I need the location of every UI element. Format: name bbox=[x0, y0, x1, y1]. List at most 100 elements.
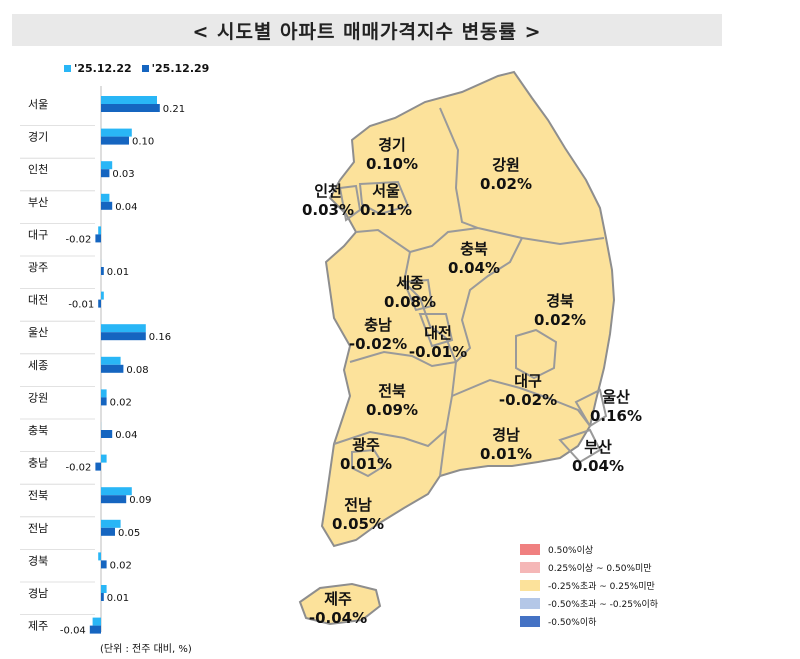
map-region-name: 강원 bbox=[492, 156, 520, 174]
bar-prev bbox=[92, 617, 101, 626]
chart-legend: '25.12.22 '25.12.29 bbox=[64, 62, 209, 75]
border-gyeonggi-south bbox=[355, 227, 479, 254]
map-region-value: 0.04% bbox=[572, 457, 624, 475]
map-legend-label: -0.25%초과 ~ 0.25%미만 bbox=[548, 581, 655, 592]
value-label: 0.09 bbox=[129, 495, 151, 506]
map-region-value: 0.04% bbox=[448, 259, 500, 277]
border-ulsan bbox=[574, 388, 608, 428]
category-label: 전북 bbox=[28, 489, 48, 502]
border-jeonbuk-east bbox=[439, 361, 457, 477]
border-gyeongbuk-gyeongnam bbox=[451, 378, 591, 427]
border-jeonbuk-jeonnam bbox=[333, 429, 447, 448]
map-legend-label: 0.50%이상 bbox=[548, 545, 594, 556]
category-label: 강원 bbox=[28, 391, 48, 404]
bar-curr bbox=[101, 593, 104, 601]
bar-prev bbox=[101, 291, 104, 300]
korea-map: 경기0.10% 강원0.02%인천0.03%서울0.21%충북0.04%세종0.0… bbox=[298, 70, 642, 627]
map-jeju bbox=[298, 582, 382, 626]
bar-curr bbox=[101, 527, 115, 536]
map-region-name: 울산 bbox=[602, 388, 630, 406]
border-gyeonggi-gangwon bbox=[439, 107, 479, 229]
value-label: 0.05 bbox=[118, 528, 140, 539]
map-region-value: 0.05% bbox=[332, 515, 384, 533]
map-region-name: 경기 bbox=[378, 136, 406, 154]
legend-label-prev: '25.12.22 bbox=[74, 62, 132, 75]
bar-prev bbox=[101, 487, 132, 496]
value-label: 0.04 bbox=[115, 430, 137, 441]
border-incheon bbox=[338, 184, 362, 222]
legend-swatch-prev bbox=[64, 65, 71, 72]
map-region-value: -0.02% bbox=[349, 335, 407, 353]
category-label: 광주 bbox=[28, 261, 48, 274]
map-region-name: 대전 bbox=[424, 324, 452, 342]
value-label: 0.21 bbox=[163, 104, 185, 115]
bar-curr bbox=[95, 462, 101, 471]
map-region-name: 대구 bbox=[514, 372, 542, 390]
category-label: 경기 bbox=[28, 131, 48, 144]
map-labels: 경기0.10% 강원0.02%인천0.03%서울0.21%충북0.04%세종0.0… bbox=[302, 136, 642, 627]
bar-curr bbox=[101, 332, 146, 341]
map-region-name: 제주 bbox=[324, 590, 352, 608]
map-region-name: 경북 bbox=[546, 292, 574, 310]
map-region-value: 0.08% bbox=[384, 293, 436, 311]
bar-curr bbox=[101, 560, 107, 569]
bar-curr bbox=[101, 430, 113, 438]
legend-item-curr: '25.12.29 bbox=[141, 62, 210, 75]
value-label: 0.02 bbox=[110, 560, 132, 571]
value-label: 0.10 bbox=[132, 137, 154, 148]
title-bar: < 시도별 아파트 매매가격지수 변동률 > bbox=[12, 14, 722, 46]
category-label: 전남 bbox=[28, 522, 48, 535]
bar-curr bbox=[89, 625, 101, 634]
border-chungbuk-gyeongbuk bbox=[455, 237, 523, 363]
value-label: -0.02 bbox=[66, 463, 92, 474]
border-daejeon bbox=[418, 313, 454, 348]
bar-curr bbox=[98, 299, 101, 308]
value-label: 0.04 bbox=[115, 202, 137, 213]
category-label: 충북 bbox=[28, 424, 48, 437]
bar-prev bbox=[101, 585, 107, 593]
bar-curr bbox=[101, 169, 110, 178]
category-label: 부산 bbox=[28, 196, 48, 209]
bar-prev bbox=[98, 552, 101, 561]
border-chungnam-jeonbuk bbox=[349, 350, 457, 368]
value-label: 0.01 bbox=[107, 593, 129, 604]
map-region-value: 0.01% bbox=[340, 455, 392, 473]
chart-title: < 시도별 아파트 매매가격지수 변동률 > bbox=[192, 20, 542, 43]
legend-swatch-curr bbox=[141, 65, 149, 72]
value-label: -0.01 bbox=[68, 300, 94, 311]
map-region-value: 0.09% bbox=[366, 401, 418, 419]
map-legend-swatch bbox=[520, 615, 540, 627]
map-legend-row: -0.50%초과 ~ -0.25%이하 bbox=[520, 594, 658, 612]
value-label: 0.08 bbox=[126, 365, 148, 376]
category-label: 울산 bbox=[28, 326, 48, 339]
bar-prev bbox=[101, 324, 146, 333]
bar-prev bbox=[98, 226, 101, 235]
category-label: 대구 bbox=[28, 228, 48, 241]
map-region-name: 광주 bbox=[352, 436, 380, 454]
bar-prev bbox=[101, 389, 107, 398]
border-gangwon-south bbox=[477, 227, 605, 246]
map-mainland bbox=[320, 70, 616, 548]
map-region-value: 0.21% bbox=[360, 201, 412, 219]
bar-prev bbox=[101, 519, 121, 528]
map-legend-row: 0.25%이상 ~ 0.50%미만 bbox=[520, 558, 658, 576]
category-label: 경남 bbox=[28, 587, 48, 600]
map-region-value: 0.01% bbox=[480, 445, 532, 463]
map-region-name: 인천 bbox=[314, 182, 342, 200]
map-legend-swatch bbox=[520, 597, 540, 609]
value-label: 0.01 bbox=[107, 267, 129, 278]
category-label: 경북 bbox=[28, 554, 48, 567]
legend-label-curr: '25.12.29 bbox=[151, 62, 210, 75]
value-label: -0.02 bbox=[66, 234, 92, 245]
map-region-name: 부산 bbox=[584, 438, 612, 456]
map-region-name: 전북 bbox=[378, 382, 406, 400]
map-legend-label: 0.25%이상 ~ 0.50%미만 bbox=[548, 563, 652, 574]
category-label: 충남 bbox=[28, 457, 48, 470]
map-legend-row: 0.50%이상 bbox=[520, 540, 658, 558]
bar-prev bbox=[101, 193, 110, 202]
bar-curr bbox=[95, 234, 101, 243]
bar-curr bbox=[101, 364, 124, 373]
map-legend-row: -0.25%초과 ~ 0.25%미만 bbox=[520, 576, 658, 594]
map-legend-swatch bbox=[520, 579, 540, 591]
